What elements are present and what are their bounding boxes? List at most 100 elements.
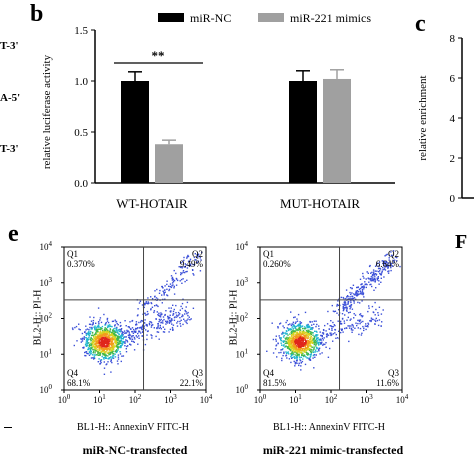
- flow-plot-event: [310, 333, 312, 336]
- flow-plot-event: [325, 342, 327, 344]
- flow-plot-event: [97, 343, 99, 345]
- flow-plot-event: [304, 348, 306, 350]
- flow-plot-event: [342, 296, 344, 299]
- flow-left-ylabel: BL2-H:: PI-H: [32, 289, 44, 346]
- flow-plot-event: [337, 304, 339, 306]
- flow-plot-event: [375, 308, 377, 311]
- flow-plot-event: [164, 291, 166, 293]
- flow-plot-event: [293, 345, 295, 347]
- flow-plot-event: [332, 326, 334, 328]
- flow-plot-event: [147, 297, 149, 299]
- flow-plot-event: [310, 331, 313, 333]
- flow-plot-event: [125, 339, 127, 341]
- chart-b-legend: miR-NC miR-221 mimics: [158, 11, 371, 25]
- flow-plot-event: [287, 341, 289, 344]
- flow-plot-event: [155, 318, 157, 320]
- flow-plot-event: [365, 325, 368, 327]
- flow-plot-event: [291, 354, 293, 356]
- flow-plot-event: [131, 319, 134, 322]
- flow-plot-event: [120, 336, 122, 338]
- flow-plot-event: [84, 354, 86, 357]
- flow-plot-event: [301, 332, 303, 335]
- flow-plot-event: [94, 342, 96, 344]
- flow-plot-event: [292, 336, 295, 339]
- flow-plot-event: [308, 347, 311, 350]
- flow-plot-event: [357, 291, 360, 293]
- flow-plot-event: [288, 341, 290, 343]
- flow-plot-event: [299, 325, 302, 327]
- flow-plot-event: [282, 348, 284, 350]
- panel-letter-f: F: [455, 231, 468, 253]
- flow-plot-event: [374, 301, 376, 304]
- flow-plot-event: [181, 266, 183, 268]
- flow-plot-event: [107, 348, 109, 350]
- flow-plot-event: [189, 319, 191, 321]
- flow-plot-event: [292, 330, 295, 333]
- flow-plot-event: [144, 319, 146, 321]
- flow-plot-event: [294, 365, 296, 367]
- flow-plot-event: [305, 351, 307, 354]
- flow-plot-event: [194, 259, 196, 261]
- flow-plot-event: [303, 335, 306, 338]
- flow-plot-event: [112, 346, 115, 348]
- flow-plot-event: [112, 332, 115, 334]
- flow-plot-event: [343, 304, 345, 306]
- flow-plot-event: [282, 341, 285, 343]
- flow-plot-event: [351, 331, 353, 333]
- flow-plot-event: [159, 316, 162, 318]
- flow-plot-event: [126, 339, 128, 342]
- flow-plot-event: [162, 331, 165, 333]
- flow-plot-event: [166, 280, 168, 282]
- flow-plot-event: [108, 342, 110, 345]
- flow-plot-event: [182, 270, 185, 272]
- flow-plot-event: [101, 332, 103, 334]
- flow-plot-event: [112, 338, 114, 340]
- flow-plot-event: [144, 303, 146, 306]
- flow-plot-event: [359, 302, 361, 304]
- flow-plot-event: [326, 323, 329, 325]
- flow-plot-event: [346, 310, 348, 312]
- flow-plot-event: [135, 324, 137, 326]
- flow-plot-event: [131, 340, 133, 342]
- flow-plot-event: [367, 325, 369, 327]
- flow-plot-event: [349, 311, 351, 313]
- flow-plot-event: [100, 327, 102, 329]
- flow-plot-event: [197, 255, 199, 257]
- chart-b-bar: [155, 144, 183, 183]
- flow-plot-event: [117, 343, 120, 346]
- flow-plot-event: [163, 318, 165, 321]
- flow-plot-event: [290, 345, 292, 348]
- flow-plot-event: [387, 265, 390, 267]
- flow-plot-event: [141, 304, 144, 306]
- flow-x-tick-label: 100: [58, 393, 71, 405]
- flow-plot-event: [291, 323, 293, 325]
- flow-plot-event: [314, 356, 316, 358]
- flow-plot-event: [175, 272, 177, 275]
- chart-b-bar: [289, 81, 317, 183]
- flow-plot-event: [133, 349, 136, 351]
- flow-plot-event: [137, 343, 139, 345]
- flow-plot-event: [103, 339, 105, 342]
- flow-plot-event: [163, 294, 165, 296]
- flow-plot-event: [287, 324, 290, 326]
- flow-plot-event: [126, 331, 128, 333]
- flow-plot-event: [355, 293, 357, 295]
- flow-plot-event: [155, 335, 157, 338]
- flow-plot-event: [289, 333, 291, 335]
- flow-plot-event: [368, 305, 370, 307]
- flow-plot-event: [112, 354, 114, 357]
- flow-plot-event: [156, 327, 158, 330]
- flow-plot-event: [317, 343, 320, 345]
- flow-plot-event: [201, 251, 203, 254]
- flow-plot-event: [87, 344, 89, 347]
- flow-plot-event: [321, 332, 324, 334]
- chart-b-y-tick-label: 1.5: [74, 25, 88, 37]
- flow-plot-event: [106, 326, 109, 328]
- flow-plot-event: [121, 355, 123, 357]
- flow-plot-event: [115, 331, 117, 334]
- flow-plot-event: [168, 322, 171, 324]
- flow-plot-event: [308, 357, 310, 360]
- flow-plot-event: [318, 341, 320, 344]
- flow-plot-event: [396, 260, 398, 262]
